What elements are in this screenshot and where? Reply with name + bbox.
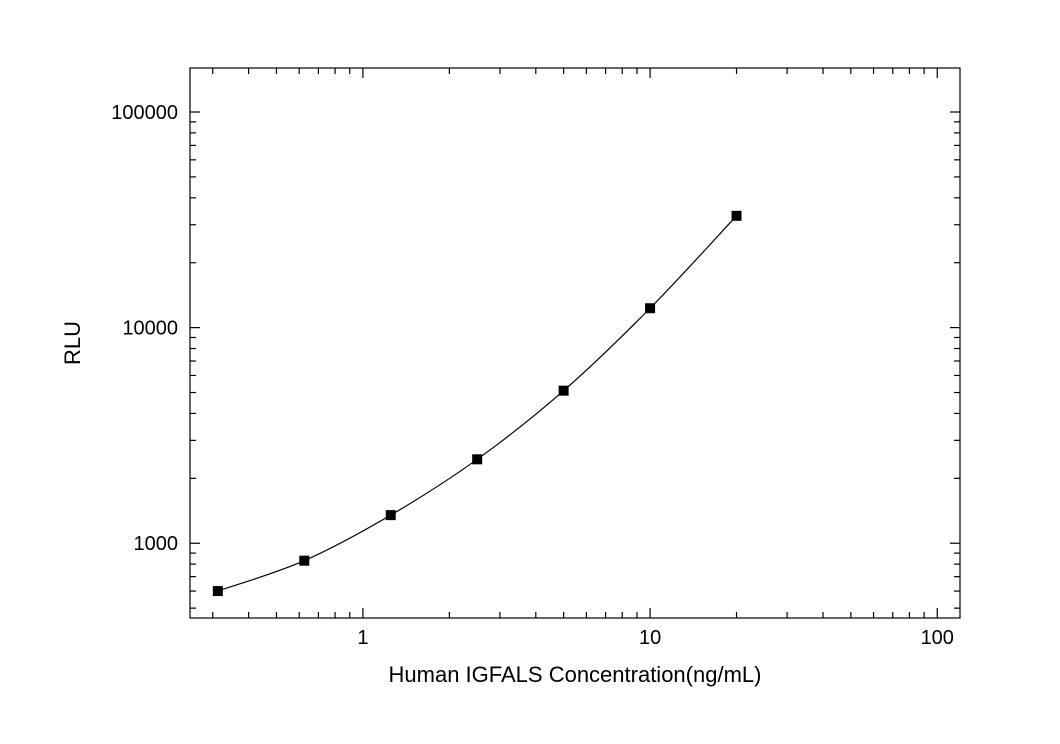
- x-tick-label: 10: [639, 627, 661, 649]
- series-marker: [646, 304, 655, 313]
- series-marker: [300, 556, 309, 565]
- series-marker: [559, 386, 568, 395]
- x-axis-label: Human IGFALS Concentration(ng/mL): [389, 662, 762, 687]
- chart-svg: 1 10 100 1000 10000 100000 Human IGFALS Concen…: [0, 0, 1060, 744]
- series-marker: [213, 587, 222, 596]
- chart-container: 1 10 100 1000 10000 100000 Human IGFALS Concen…: [0, 0, 1060, 744]
- series-marker: [473, 455, 482, 464]
- x-tick-label: 1: [357, 627, 368, 649]
- x-tick-label: 100: [921, 627, 954, 649]
- plot-area: [190, 68, 960, 618]
- y-tick-label: 10000: [122, 318, 178, 340]
- y-axis-label: RLU: [60, 321, 85, 365]
- y-tick-label: 100000: [111, 102, 178, 124]
- series-line: [218, 216, 737, 591]
- series-marker: [732, 211, 741, 220]
- y-tick-label: 1000: [134, 533, 179, 555]
- series-marker: [386, 511, 395, 520]
